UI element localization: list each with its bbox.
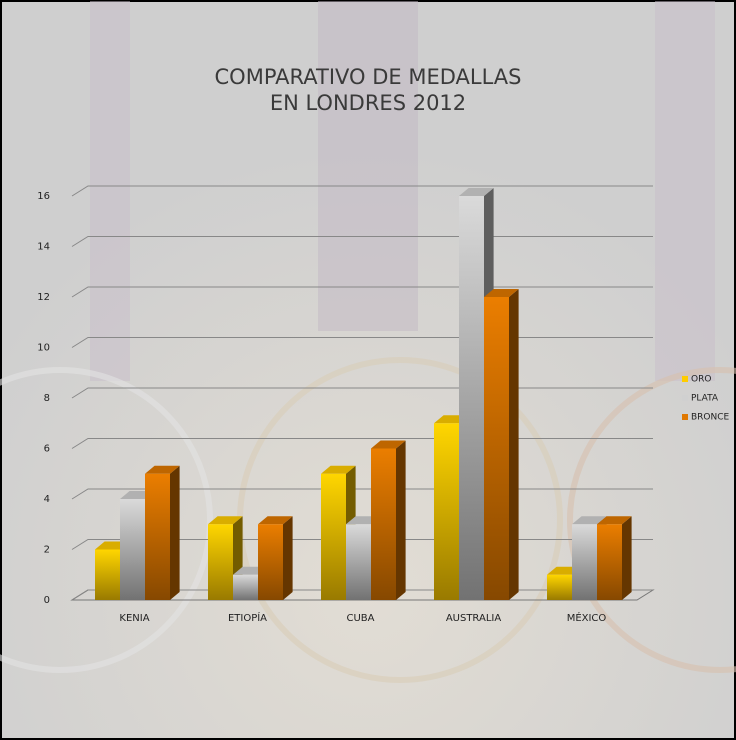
bar-side	[622, 516, 632, 600]
bar-side	[170, 466, 180, 600]
bar	[120, 499, 145, 600]
bar	[572, 524, 597, 600]
y-tick-label: 10	[37, 343, 50, 354]
bar	[547, 575, 572, 600]
y-tick-label: 8	[44, 393, 50, 404]
bar	[145, 474, 170, 600]
chart-title: COMPARATIVO DE MEDALLAS	[215, 65, 522, 89]
legend-swatch	[682, 395, 688, 401]
bar-side	[509, 289, 519, 600]
chart: COMPARATIVO DE MEDALLAS EN LONDRES 2012 …	[0, 0, 736, 740]
bar	[321, 474, 346, 600]
chart-title: EN LONDRES 2012	[270, 91, 466, 115]
y-tick-label: 12	[37, 292, 50, 303]
ribbon	[90, 1, 130, 381]
bar	[95, 550, 120, 601]
y-tick-label: 2	[44, 545, 50, 556]
x-tick-label: MÉXICO	[567, 611, 607, 624]
bar-side	[396, 441, 406, 601]
bar	[434, 423, 459, 600]
y-tick-label: 4	[44, 494, 50, 505]
bar	[597, 524, 622, 600]
bar	[208, 524, 233, 600]
x-tick-label: ETIOPÍA	[228, 611, 267, 624]
legend-label: PLATA	[691, 394, 719, 404]
bar	[233, 575, 258, 600]
legend-label: BRONCE	[691, 413, 730, 423]
x-tick-label: KENIA	[119, 613, 149, 624]
y-tick-label: 16	[37, 191, 50, 202]
y-tick-label: 6	[44, 444, 50, 455]
ribbon	[655, 1, 715, 381]
bar-side	[283, 516, 293, 600]
bar	[484, 297, 509, 600]
bar	[371, 449, 396, 601]
x-tick-label: AUSTRALIA	[446, 613, 502, 624]
bar	[459, 196, 484, 600]
bar	[346, 524, 371, 600]
y-tick-label: 14	[37, 242, 50, 253]
ribbon	[318, 1, 418, 331]
bar	[258, 524, 283, 600]
x-tick-label: CUBA	[346, 613, 374, 624]
legend-label: ORO	[691, 375, 711, 385]
legend-swatch	[682, 376, 688, 382]
y-tick-label: 0	[44, 595, 50, 606]
legend-swatch	[682, 414, 688, 420]
